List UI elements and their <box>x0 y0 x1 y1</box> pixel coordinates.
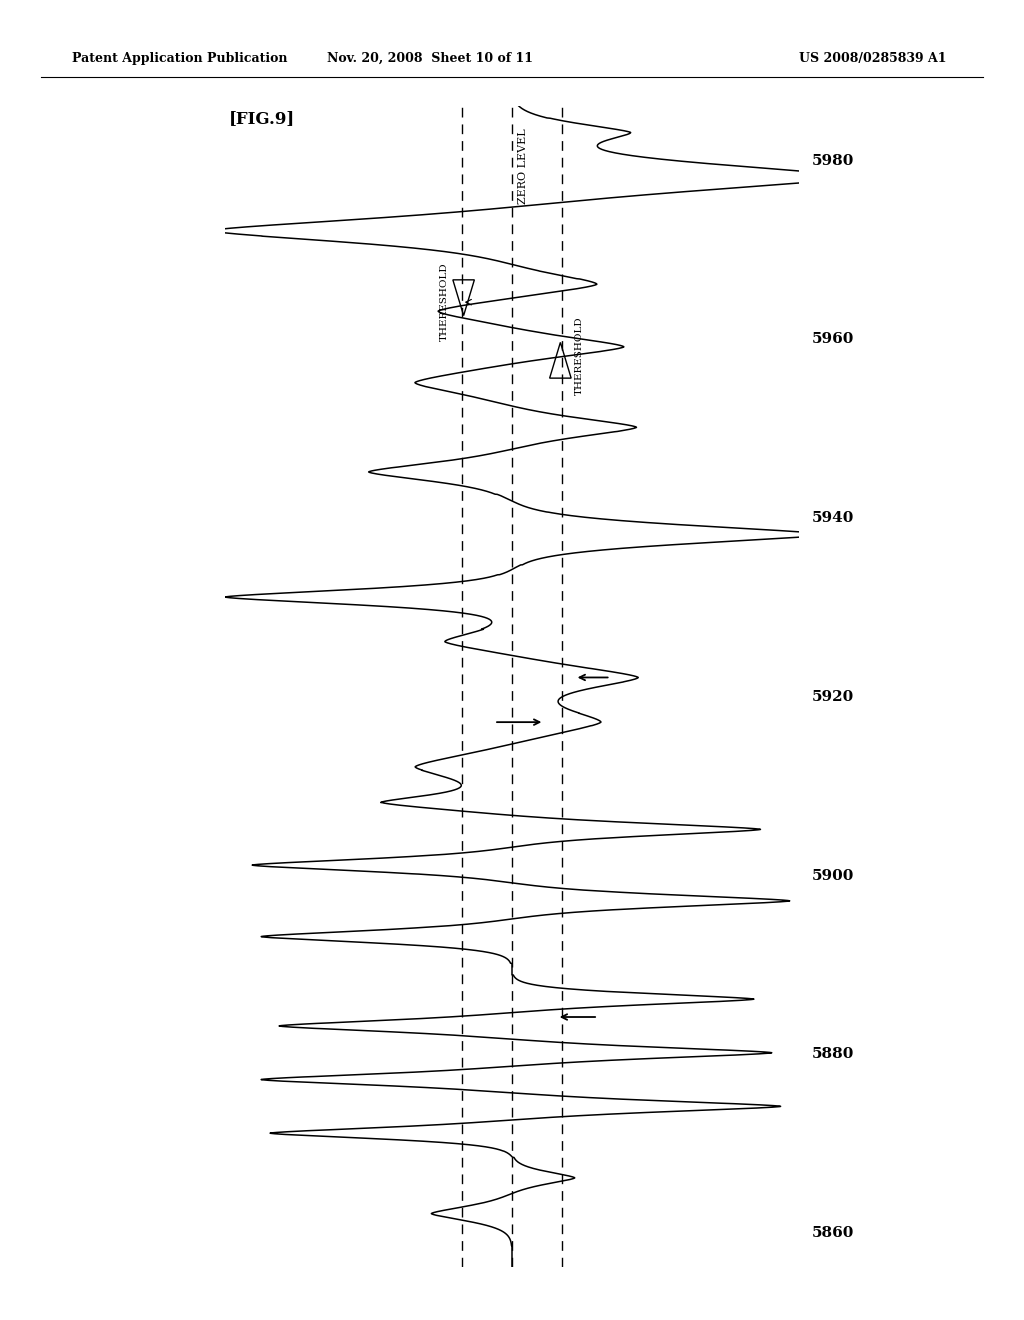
Text: Patent Application Publication: Patent Application Publication <box>72 51 287 65</box>
Text: [FIG.9]: [FIG.9] <box>228 110 295 127</box>
Text: THERESHOLD: THERESHOLD <box>574 317 584 395</box>
Text: US 2008/0285839 A1: US 2008/0285839 A1 <box>799 51 946 65</box>
Text: Nov. 20, 2008  Sheet 10 of 11: Nov. 20, 2008 Sheet 10 of 11 <box>327 51 534 65</box>
Text: THERESHOLD: THERESHOLD <box>440 263 450 342</box>
Text: ZERO LEVEL: ZERO LEVEL <box>518 128 527 203</box>
